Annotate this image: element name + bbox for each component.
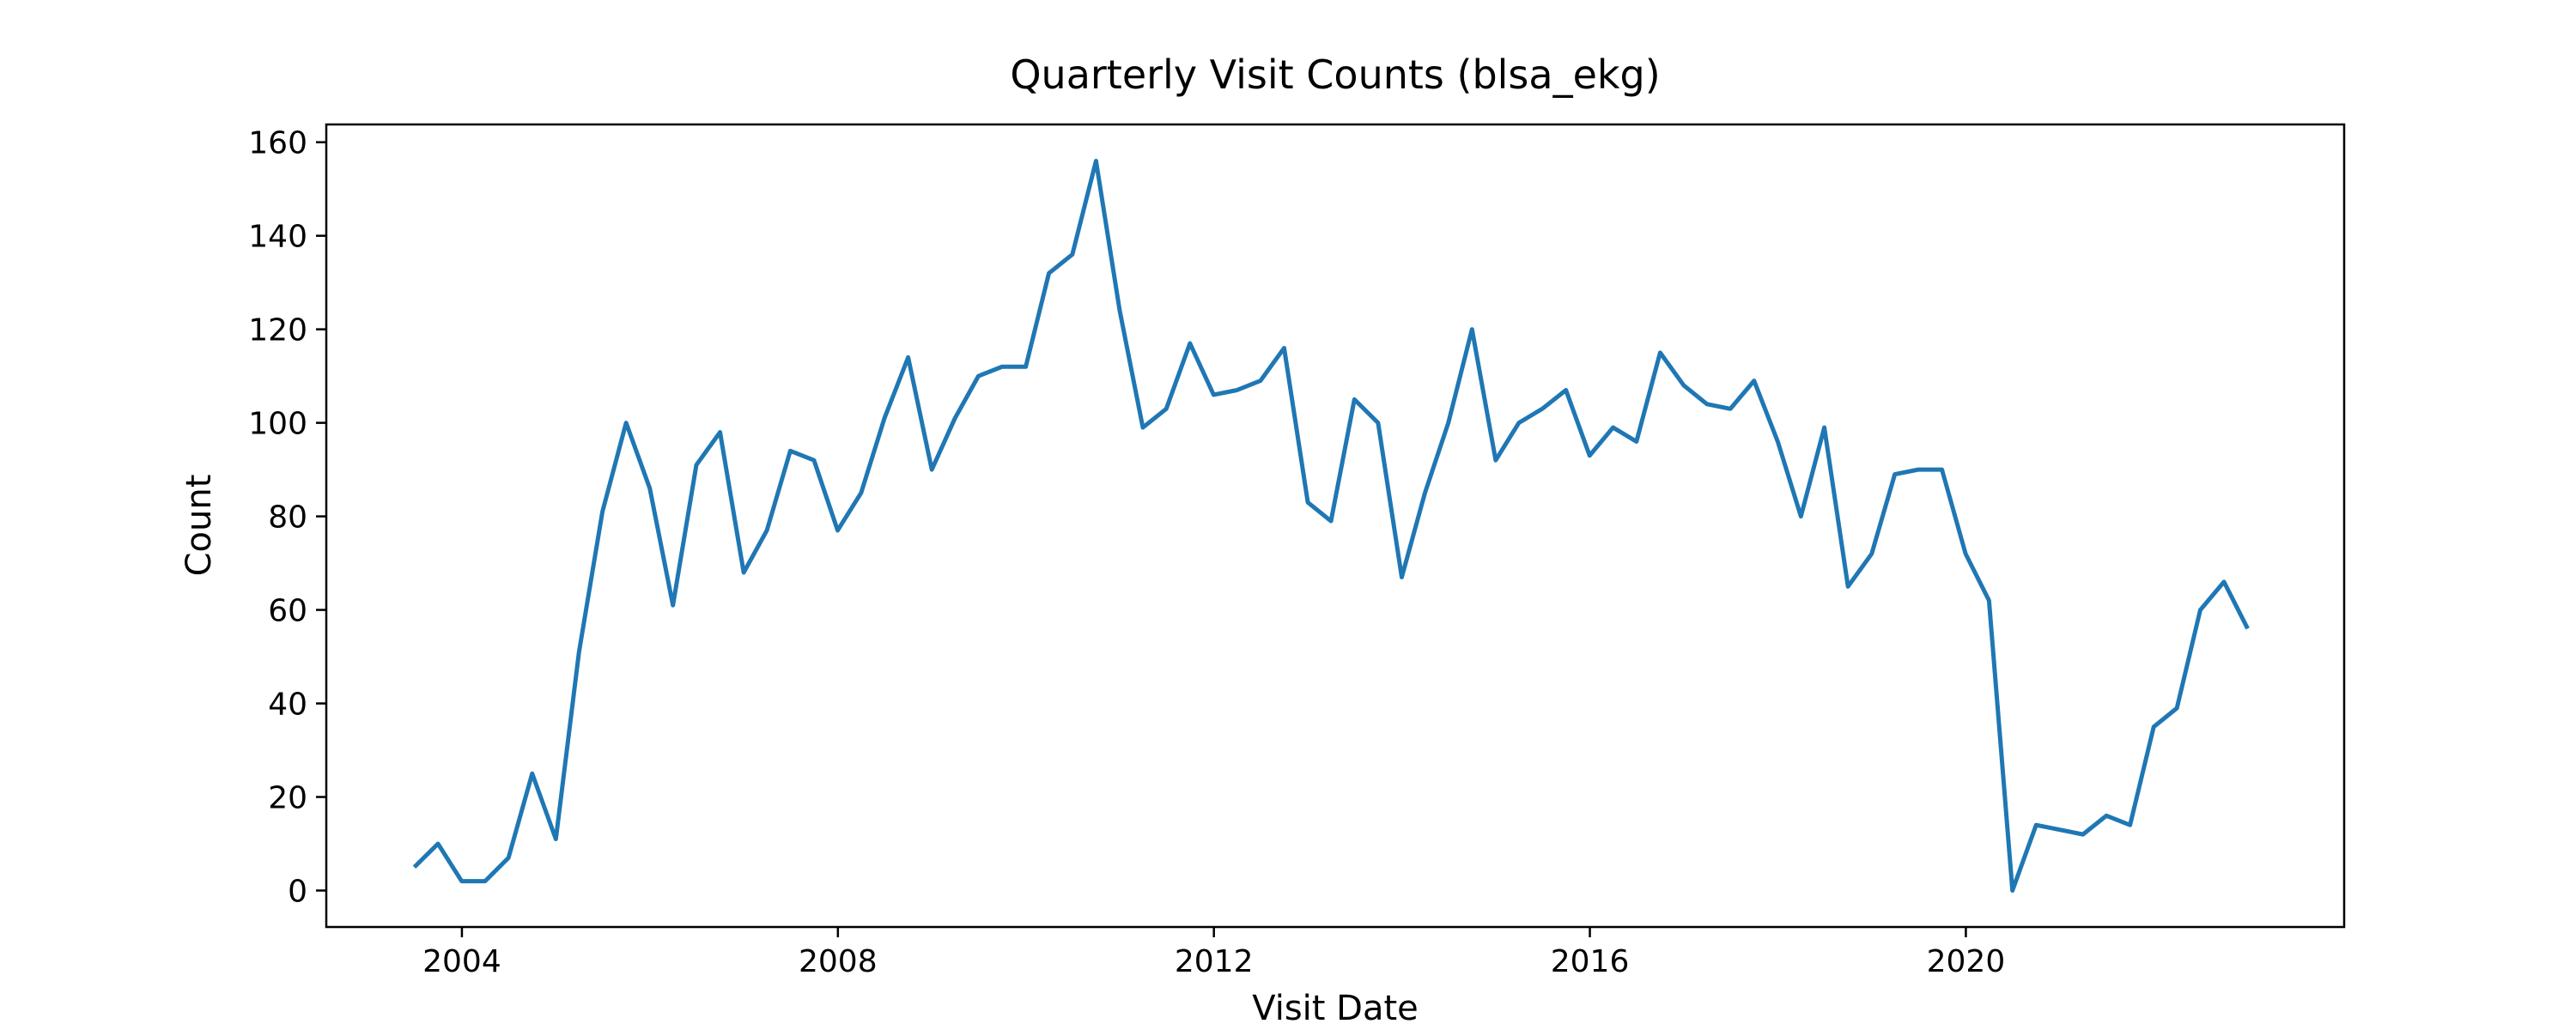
x-axis-label: Visit Date bbox=[1252, 989, 1419, 1028]
y-tick-label: 120 bbox=[248, 313, 307, 348]
x-tick-label: 2004 bbox=[422, 944, 501, 979]
y-tick-label: 40 bbox=[268, 688, 307, 723]
x-tick-label: 2012 bbox=[1175, 944, 1254, 979]
y-tick-label: 100 bbox=[248, 407, 307, 442]
x-tick-label: 2008 bbox=[799, 944, 878, 979]
chart-title: Quarterly Visit Counts (blsa_ekg) bbox=[1010, 52, 1660, 98]
y-axis-ticks: 0 20 40 60 80 100 120 140 160 bbox=[248, 126, 326, 910]
plot-area-frame bbox=[325, 123, 2346, 929]
series-layer bbox=[412, 159, 2250, 893]
y-tick-label: 20 bbox=[268, 781, 307, 816]
y-tick-label: 160 bbox=[248, 126, 307, 161]
y-tick-label: 80 bbox=[268, 500, 307, 536]
x-axis-ticks: 2004 2008 2012 2016 2020 bbox=[422, 927, 2005, 979]
x-tick-label: 2020 bbox=[1927, 944, 2006, 979]
y-tick-label: 0 bbox=[288, 875, 307, 910]
y-tick-label: 140 bbox=[248, 220, 307, 255]
x-tick-label: 2016 bbox=[1551, 944, 1630, 979]
y-axis-label: Count bbox=[179, 475, 219, 577]
y-tick-label: 60 bbox=[268, 594, 307, 629]
